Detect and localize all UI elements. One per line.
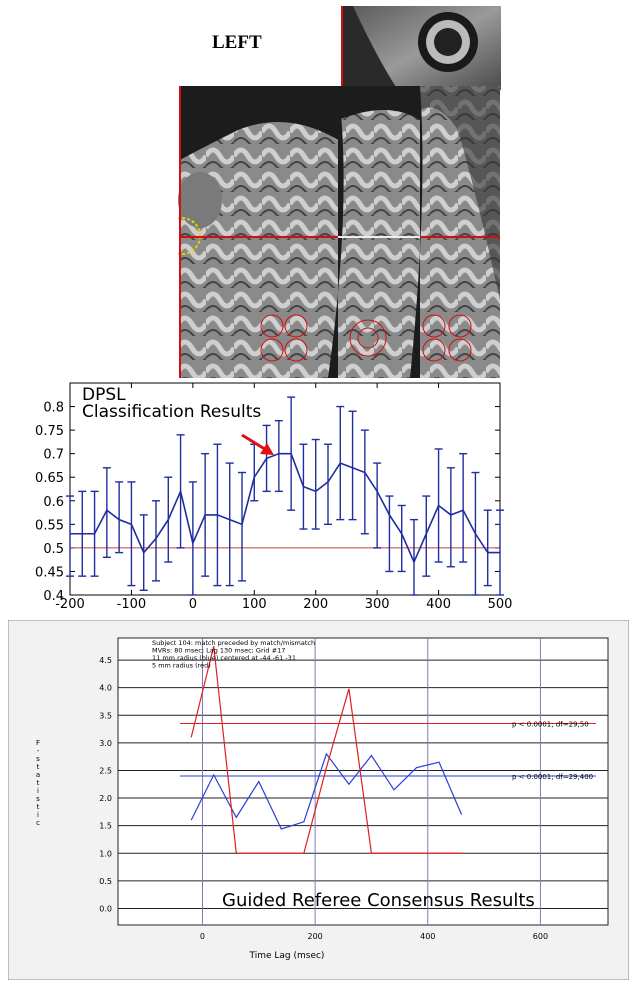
y-axis-label-char: F <box>36 739 40 747</box>
plot-frame <box>117 637 609 926</box>
series-line <box>70 452 500 565</box>
x-axis-label: Time Lag (msec) <box>248 951 324 961</box>
y-tick-label: 0.65 <box>35 471 64 486</box>
y-axis-label-char: s <box>36 795 40 803</box>
annotation-text: Subject 104: match preceded by match/mis… <box>152 639 315 647</box>
annotation-text: 11 mm radius (blue) centered at -44 -61 … <box>152 654 296 662</box>
y-tick-label: 3.5 <box>99 711 112 720</box>
y-axis-label-char: c <box>36 819 40 827</box>
y-axis-label-char: i <box>37 787 39 795</box>
dpsl-chart: 0.4 0.45 0.5 0.55 0.6 0.65 0.7 0.75 0.8 -200 -100 0… <box>0 380 629 612</box>
y-tick-label: 0.8 <box>43 401 64 416</box>
y-tick-label: 4.5 <box>99 656 112 665</box>
threshold-label: p < 0.0001; df=29,400 <box>512 773 593 781</box>
x-tick-label: 600 <box>533 932 548 941</box>
y-axis-label-char: a <box>36 771 40 779</box>
x-tick-label: 500 <box>488 597 513 610</box>
y-tick-label: 0.5 <box>43 542 64 557</box>
chart-title: Guided Referee Consensus Results <box>222 890 535 911</box>
y-tick-label: 3.0 <box>99 739 112 748</box>
y-tick-label: 1.0 <box>99 849 112 858</box>
y-axis-label-char: - <box>37 747 40 755</box>
series-line <box>190 752 463 830</box>
y-tick-label: 0.6 <box>43 495 64 510</box>
chart-title: Classification Results <box>82 402 261 422</box>
x-tick-label: 200 <box>307 932 322 941</box>
y-axis-label-char: t <box>37 763 40 771</box>
x-tick-label: 400 <box>420 932 435 941</box>
referee-chart-svg: 0.0 0.5 1.0 1.5 2.0 2.5 3.0 3.5 4.0 4.5 0 200 400 600… <box>7 619 629 981</box>
y-tick-label: 0.7 <box>43 448 64 463</box>
figure-label: LEFT <box>212 32 262 53</box>
chart-title: DPSL <box>82 385 126 405</box>
mri-image <box>163 0 502 380</box>
y-axis-label-char: t <box>37 779 40 787</box>
x-tick-label: 400 <box>426 597 451 610</box>
y-tick-label: 0.5 <box>99 877 112 886</box>
arrow-head <box>260 443 274 455</box>
referee-chart: 0.0 0.5 1.0 1.5 2.0 2.5 3.0 3.5 4.0 4.5 0 200 400 600… <box>7 619 629 981</box>
annotation-text: MVRs: 80 msec; Lag 130 msec; Grid #17 <box>152 647 285 655</box>
x-tick-label: -200 <box>55 597 85 610</box>
x-tick-label: 0 <box>200 932 205 941</box>
x-tick-label: -100 <box>117 597 147 610</box>
x-tick-label: 200 <box>303 597 328 610</box>
y-tick-label: 0.45 <box>35 565 64 580</box>
plot-frame <box>69 382 501 596</box>
y-tick-label: 2.0 <box>99 794 112 803</box>
annotation-text: 5 mm radius (red) <box>152 662 211 670</box>
y-tick-label: 1.5 <box>99 822 112 831</box>
x-tick-label: 0 <box>189 597 197 610</box>
y-axis-label-char: s <box>36 755 40 763</box>
y-tick-label: 0.4 <box>43 589 64 604</box>
y-tick-label: 4.0 <box>99 684 112 693</box>
threshold-label: p < 0.0001; df=29,50 <box>512 721 589 729</box>
y-tick-label: 0.55 <box>35 518 64 533</box>
series-line <box>190 646 462 854</box>
y-tick-label: 0.75 <box>35 424 64 439</box>
dpsl-chart-svg: 0.4 0.45 0.5 0.55 0.6 0.65 0.7 0.75 0.8 -200 -100 0… <box>35 382 513 612</box>
y-tick-label: 2.5 <box>99 766 112 775</box>
y-axis-label-char: t <box>37 803 40 811</box>
x-tick-label: 300 <box>365 597 390 610</box>
x-tick-label: 100 <box>242 597 267 610</box>
y-axis-label-char: i <box>37 811 39 819</box>
y-tick-label: 0.0 <box>99 904 112 913</box>
